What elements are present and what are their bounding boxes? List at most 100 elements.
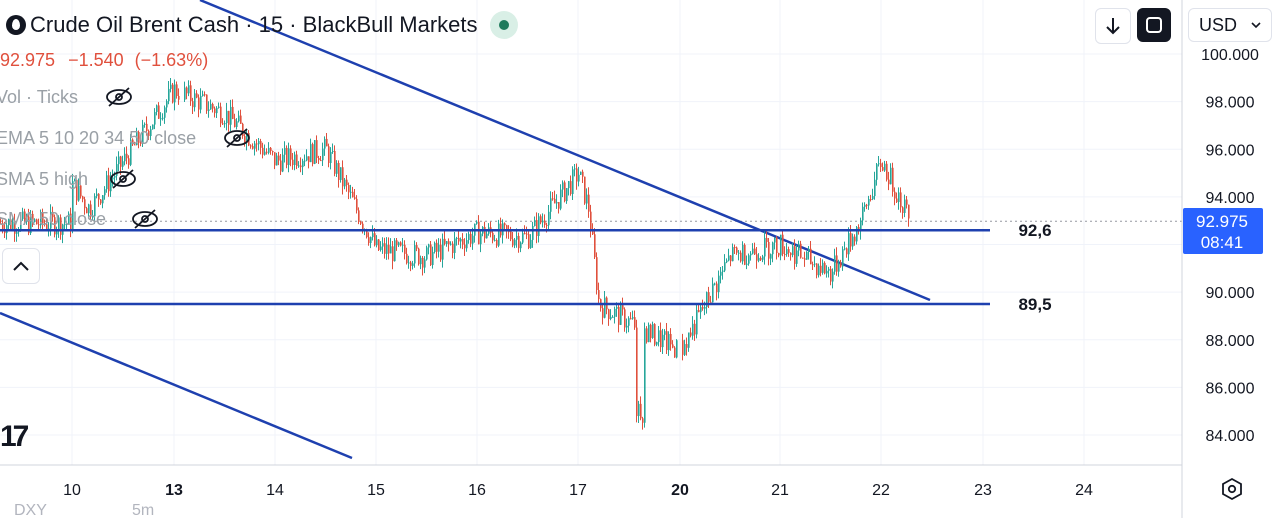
indicator-sma-high[interactable]: SMA 5 high: [0, 168, 138, 190]
candle-body: [98, 193, 100, 200]
candle-body: [192, 101, 194, 108]
candle-body: [124, 153, 126, 162]
candle-body: [882, 167, 884, 171]
download-button[interactable]: [1095, 8, 1131, 44]
candle-body: [104, 189, 106, 196]
candle-body: [404, 244, 406, 254]
candle-body: [770, 254, 772, 259]
candle-body: [786, 249, 788, 255]
chart-settings-button[interactable]: [1214, 472, 1250, 506]
level-label: 92,6: [1018, 221, 1051, 240]
candle-body: [496, 239, 498, 246]
candle-body: [620, 305, 622, 325]
candle-body: [570, 181, 572, 195]
candle-body: [332, 150, 334, 153]
candle-body: [510, 231, 512, 240]
currency-label: USD: [1199, 14, 1238, 35]
candle-body: [102, 195, 104, 204]
candle-body: [856, 227, 858, 242]
candle-body: [784, 254, 786, 256]
candle-body: [40, 212, 42, 226]
candle-body: [382, 243, 384, 247]
candle-body: [46, 224, 48, 230]
candle-body: [886, 163, 888, 180]
grid-lines: [0, 0, 1182, 465]
eye-hidden-icon[interactable]: [104, 86, 134, 108]
symbol-title[interactable]: Crude Oil Brent Cash · 15 · BlackBull Ma…: [30, 12, 478, 37]
candle-body: [830, 268, 832, 282]
tradingview-logo[interactable]: 17: [0, 420, 29, 453]
candle-body: [242, 123, 244, 137]
candle-body: [370, 237, 372, 244]
time-tick-label: 13: [165, 482, 183, 499]
candle-body: [348, 184, 350, 193]
candle-body: [692, 323, 694, 336]
eye-hidden-icon[interactable]: [108, 168, 138, 190]
candle-body: [36, 219, 38, 225]
candle-body: [792, 246, 794, 256]
candle-body: [676, 340, 678, 358]
candle-body: [276, 155, 278, 166]
candle-body: [878, 163, 880, 165]
eye-hidden-icon[interactable]: [130, 208, 160, 230]
candle-body: [220, 106, 222, 124]
candle-body: [328, 146, 330, 164]
candle-body: [304, 160, 306, 162]
indicator-vol[interactable]: Vol · Ticks: [0, 86, 134, 108]
candle-body: [546, 224, 548, 226]
candle-body: [660, 330, 662, 348]
candle-body: [412, 263, 414, 266]
price-tick-label: 88.000: [1206, 333, 1255, 350]
fullscreen-button[interactable]: [1137, 8, 1171, 42]
candle-body: [766, 237, 768, 242]
eye-hidden-icon[interactable]: [222, 127, 252, 149]
candle-body: [554, 198, 556, 204]
candle-body: [822, 262, 824, 273]
candle-body: [372, 233, 374, 238]
candle-body: [838, 262, 840, 272]
currency-select[interactable]: USD: [1188, 8, 1272, 42]
candle-body: [494, 239, 496, 241]
candle-body: [646, 328, 648, 343]
candle-body: [330, 152, 332, 164]
candle-body: [652, 324, 654, 338]
candle-body: [308, 156, 310, 163]
candle-body: [238, 115, 240, 122]
time-axis[interactable]: 10 13 14 15 16 17 20 21 22 23 24: [0, 464, 1182, 499]
candle-body: [538, 216, 540, 237]
market-status-icon[interactable]: [489, 11, 518, 39]
candle-body: [78, 185, 80, 201]
candle-body: [362, 223, 364, 230]
candle-body: [392, 246, 394, 262]
candle-body: [272, 151, 274, 153]
candle-body: [574, 168, 576, 170]
candle-body: [0, 223, 2, 225]
oil-drop-icon: [6, 15, 26, 35]
candle-body: [520, 242, 522, 249]
time-tick-label: 24: [1075, 482, 1093, 499]
candle-body: [294, 154, 296, 166]
indicator-ema[interactable]: EMA 5 10 20 34 50 close: [0, 127, 252, 149]
candle-body: [550, 198, 552, 212]
price-tick-label: 86.000: [1206, 380, 1255, 397]
candle-body: [454, 238, 456, 253]
collapse-legend-button[interactable]: [2, 248, 40, 284]
candle-body: [264, 151, 266, 155]
candle-body: [904, 199, 906, 213]
candle-body: [210, 103, 212, 110]
candle-body: [732, 247, 734, 262]
candle-body: [358, 210, 360, 222]
candle-body: [854, 236, 856, 242]
candle-body: [450, 243, 452, 245]
candle-body: [134, 144, 136, 146]
candle-body: [612, 316, 614, 318]
bottom-fragment-interval: 5m: [132, 502, 155, 519]
indicator-sma-close[interactable]: SMA 50 close: [0, 208, 160, 230]
candle-body: [80, 185, 82, 197]
candle-body: [874, 179, 876, 197]
candle-body: [58, 217, 60, 230]
symbol-legend[interactable]: Crude Oil Brent Cash · 15 · BlackBull Ma…: [0, 10, 518, 40]
indicator-label: Vol · Ticks: [0, 86, 79, 107]
candle-body: [278, 155, 280, 161]
